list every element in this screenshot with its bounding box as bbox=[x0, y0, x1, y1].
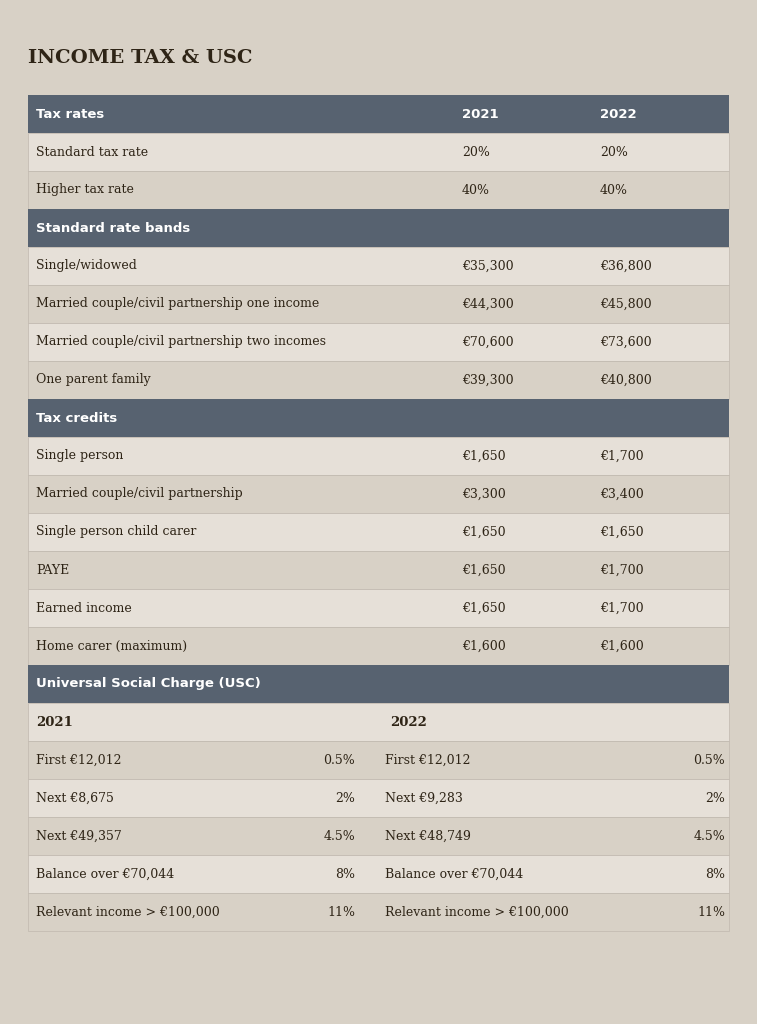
Text: 2%: 2% bbox=[705, 792, 725, 805]
Text: €40,800: €40,800 bbox=[600, 374, 652, 386]
Text: €3,300: €3,300 bbox=[462, 487, 506, 501]
Text: Standard tax rate: Standard tax rate bbox=[36, 145, 148, 159]
Text: €73,600: €73,600 bbox=[600, 336, 652, 348]
Text: Married couple/civil partnership: Married couple/civil partnership bbox=[36, 487, 243, 501]
Text: 2021: 2021 bbox=[36, 716, 73, 728]
Text: 2%: 2% bbox=[335, 792, 355, 805]
Text: 8%: 8% bbox=[705, 867, 725, 881]
Bar bbox=[28, 437, 729, 475]
Text: Next €49,357: Next €49,357 bbox=[36, 829, 122, 843]
Text: Tax credits: Tax credits bbox=[36, 412, 117, 425]
Text: 4.5%: 4.5% bbox=[693, 829, 725, 843]
Text: €1,600: €1,600 bbox=[600, 640, 643, 652]
Text: First €12,012: First €12,012 bbox=[36, 754, 122, 767]
Text: €70,600: €70,600 bbox=[462, 336, 514, 348]
Text: Single/widowed: Single/widowed bbox=[36, 259, 137, 272]
Text: 40%: 40% bbox=[600, 183, 628, 197]
Text: Next €9,283: Next €9,283 bbox=[385, 792, 463, 805]
Text: Tax rates: Tax rates bbox=[36, 108, 104, 121]
Text: INCOME TAX & USC: INCOME TAX & USC bbox=[28, 49, 253, 67]
Text: 4.5%: 4.5% bbox=[323, 829, 355, 843]
Bar bbox=[28, 171, 729, 209]
Bar bbox=[28, 893, 729, 931]
Text: €39,300: €39,300 bbox=[462, 374, 514, 386]
Text: €1,700: €1,700 bbox=[600, 601, 643, 614]
Bar bbox=[28, 95, 729, 133]
Text: €45,800: €45,800 bbox=[600, 298, 652, 310]
Text: 2022: 2022 bbox=[600, 108, 637, 121]
Text: First €12,012: First €12,012 bbox=[385, 754, 471, 767]
Bar bbox=[28, 703, 729, 741]
Text: €1,700: €1,700 bbox=[600, 563, 643, 577]
Bar bbox=[28, 323, 729, 361]
Text: Relevant income > €100,000: Relevant income > €100,000 bbox=[36, 905, 220, 919]
Text: 2022: 2022 bbox=[390, 716, 427, 728]
Bar bbox=[28, 247, 729, 285]
Text: 8%: 8% bbox=[335, 867, 355, 881]
Text: €1,650: €1,650 bbox=[462, 601, 506, 614]
Bar bbox=[28, 133, 729, 171]
Text: €3,400: €3,400 bbox=[600, 487, 643, 501]
Text: €1,600: €1,600 bbox=[462, 640, 506, 652]
Bar bbox=[28, 475, 729, 513]
Bar bbox=[28, 285, 729, 323]
Bar bbox=[28, 513, 729, 551]
Text: Married couple/civil partnership one income: Married couple/civil partnership one inc… bbox=[36, 298, 319, 310]
Text: Balance over €70,044: Balance over €70,044 bbox=[36, 867, 174, 881]
Text: €36,800: €36,800 bbox=[600, 259, 652, 272]
Text: Universal Social Charge (USC): Universal Social Charge (USC) bbox=[36, 678, 260, 690]
Bar bbox=[28, 589, 729, 627]
Text: Standard rate bands: Standard rate bands bbox=[36, 221, 190, 234]
Text: €1,700: €1,700 bbox=[600, 450, 643, 463]
Bar bbox=[28, 209, 729, 247]
Text: Married couple/civil partnership two incomes: Married couple/civil partnership two inc… bbox=[36, 336, 326, 348]
Text: Single person child carer: Single person child carer bbox=[36, 525, 196, 539]
Text: 2021: 2021 bbox=[462, 108, 499, 121]
Text: Relevant income > €100,000: Relevant income > €100,000 bbox=[385, 905, 569, 919]
Text: PAYE: PAYE bbox=[36, 563, 69, 577]
Text: €44,300: €44,300 bbox=[462, 298, 514, 310]
Bar bbox=[28, 399, 729, 437]
Text: Next €8,675: Next €8,675 bbox=[36, 792, 114, 805]
Text: Higher tax rate: Higher tax rate bbox=[36, 183, 134, 197]
Text: Balance over €70,044: Balance over €70,044 bbox=[385, 867, 523, 881]
Text: €1,650: €1,650 bbox=[462, 450, 506, 463]
Bar bbox=[28, 855, 729, 893]
Text: 20%: 20% bbox=[600, 145, 628, 159]
Bar bbox=[28, 627, 729, 665]
Text: Home carer (maximum): Home carer (maximum) bbox=[36, 640, 187, 652]
Text: Single person: Single person bbox=[36, 450, 123, 463]
Bar bbox=[28, 817, 729, 855]
Bar bbox=[28, 741, 729, 779]
Bar bbox=[28, 779, 729, 817]
Text: 0.5%: 0.5% bbox=[693, 754, 725, 767]
Bar bbox=[28, 551, 729, 589]
Bar bbox=[28, 665, 729, 703]
Text: 11%: 11% bbox=[327, 905, 355, 919]
Text: €1,650: €1,650 bbox=[462, 563, 506, 577]
Text: 0.5%: 0.5% bbox=[323, 754, 355, 767]
Text: One parent family: One parent family bbox=[36, 374, 151, 386]
Text: 20%: 20% bbox=[462, 145, 490, 159]
Text: €1,650: €1,650 bbox=[600, 525, 643, 539]
Text: 11%: 11% bbox=[697, 905, 725, 919]
Text: €1,650: €1,650 bbox=[462, 525, 506, 539]
Bar bbox=[28, 361, 729, 399]
Text: €35,300: €35,300 bbox=[462, 259, 514, 272]
Text: Earned income: Earned income bbox=[36, 601, 132, 614]
Text: 40%: 40% bbox=[462, 183, 490, 197]
Text: Next €48,749: Next €48,749 bbox=[385, 829, 471, 843]
